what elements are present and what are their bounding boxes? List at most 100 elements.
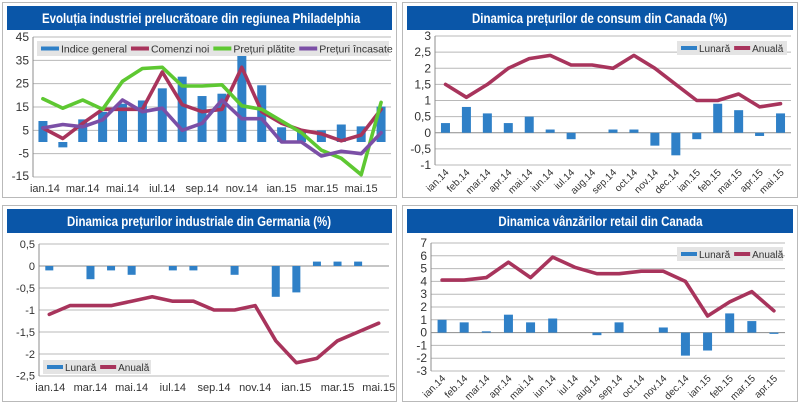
legend-label: Anuală [752, 44, 784, 55]
legend-box [677, 41, 787, 55]
bar-iun.14 [548, 318, 558, 333]
bar-ian.14 [440, 123, 450, 133]
bar-iun.14 [137, 100, 147, 142]
bar-apr.14 [503, 123, 513, 133]
line-anual- [443, 53, 783, 109]
legend-swatch [734, 252, 751, 256]
line-anual- [47, 295, 381, 365]
legend-label: Anuală [118, 363, 150, 374]
bar-apr.15 [755, 132, 765, 136]
x-tick-label: mai.15 [362, 382, 395, 394]
legend-swatch [681, 46, 697, 50]
x-tick-label: dec.14 [663, 373, 692, 402]
x-tick-label: sep.14 [186, 183, 219, 195]
y-tick-label: 25 [16, 77, 30, 91]
chart-canada-retail: 76543210-1-2-3ian.14feb.14mar.14apr.14ma… [416, 236, 785, 403]
y-tick-label: 0 [29, 261, 35, 273]
bar-apr.14 [107, 266, 116, 271]
chart-title-text: Dinamica vânzărilor retail din Canada [497, 213, 703, 229]
legend-label: Anuală [752, 250, 784, 261]
legend-label: Lunară [699, 44, 731, 55]
bar-mar.15 [316, 130, 326, 142]
bar-iun.14 [545, 129, 555, 133]
bar-iul.14 [566, 132, 576, 140]
x-tick-label: mar.15 [305, 183, 339, 195]
chart-title-text: Dinamica prețurilor industriale din Germ… [67, 213, 332, 229]
y-tick-label: -0,5 [16, 283, 35, 295]
chart-title: Dinamica prețurilor de consum din Canada… [407, 6, 793, 30]
y-tick-label: 0 [420, 326, 427, 340]
bar-dec.14 [271, 266, 280, 297]
line-pre-uri-ncasate [41, 98, 383, 158]
x-tick-label: mar.14 [66, 183, 100, 195]
bar-aug.14 [177, 76, 187, 142]
y-tick-label: 2,5 [414, 45, 431, 59]
chart-title-text: Dinamica prețurilor de consum din Canada… [472, 10, 728, 26]
y-tick-label: -2,5 [16, 371, 35, 383]
bar-mai.15 [776, 113, 786, 133]
x-tick-label: sep.14 [590, 167, 619, 196]
y-tick-label: 5 [420, 262, 427, 276]
bar-feb.15 [312, 261, 321, 266]
y-tick-label: 0,5 [20, 239, 35, 251]
x-tick-label: nov.14 [226, 183, 258, 195]
x-tick-label: iul.14 [149, 183, 175, 195]
y-tick-label: 3 [424, 29, 431, 43]
bar-mar.14 [78, 119, 88, 142]
bar-iul.14 [157, 88, 167, 142]
x-tick-label: ian.15 [281, 382, 311, 394]
bar-iul.14 [168, 266, 177, 271]
legend-swatch [299, 46, 318, 51]
panel-germany-ppi: Dinamica prețurilor industriale din Germ… [2, 205, 397, 402]
x-tick-label: mai.15 [758, 167, 787, 196]
y-tick-label: -15 [12, 169, 30, 183]
bar-apr.15 [769, 332, 779, 334]
legend-swatch [41, 46, 59, 51]
bar-feb.14 [58, 142, 68, 148]
bar-feb.15 [297, 129, 306, 142]
legend-swatch [130, 46, 149, 51]
x-tick-label: ian.14 [30, 183, 60, 195]
x-tick-label: ian.15 [687, 373, 714, 400]
bar-mai.14 [127, 266, 136, 275]
legend-label: Indice general [61, 44, 127, 56]
y-tick-label: -1 [25, 305, 35, 317]
x-tick-label: mai.15 [345, 183, 378, 195]
bar-oct.14 [629, 129, 639, 133]
bar-sep.14 [614, 322, 624, 333]
y-tick-label: 35 [16, 53, 30, 67]
bar-mai.14 [526, 322, 536, 333]
legend-label: Comenzi noi [151, 44, 209, 56]
y-tick-label: -3 [416, 364, 427, 378]
bar-feb.15 [725, 313, 735, 333]
bar-sep.14 [197, 96, 207, 142]
legend-label: Lunară [699, 250, 731, 261]
legend-label: Lunară [65, 363, 97, 374]
legend-box [37, 41, 389, 56]
bar-ian.15 [292, 266, 301, 293]
x-tick-label: mai.14 [508, 373, 537, 402]
x-tick-label: apr.15 [753, 373, 781, 401]
bar-mai.14 [524, 116, 534, 133]
bar-oct.14 [217, 93, 227, 142]
x-tick-label: sep.14 [596, 373, 625, 402]
y-tick-label: -1,5 [16, 327, 35, 339]
legend-swatch [213, 46, 232, 51]
x-tick-label: ian.15 [267, 183, 297, 195]
bar-nov.14 [237, 46, 247, 142]
bar-feb.15 [713, 103, 723, 133]
x-tick-label: mar.15 [321, 382, 355, 394]
x-tick-label: mai.14 [106, 183, 139, 195]
bar-feb.14 [459, 322, 469, 333]
bar-mar.14 [481, 331, 491, 333]
legend-swatch [681, 252, 697, 256]
bar-mar.14 [482, 113, 492, 133]
legend-swatch [734, 46, 751, 50]
bar-ian.14 [437, 319, 447, 333]
x-tick-label: mar.14 [463, 373, 493, 403]
y-tick-label: 1 [424, 94, 431, 108]
y-tick-label: 45 [16, 30, 30, 44]
